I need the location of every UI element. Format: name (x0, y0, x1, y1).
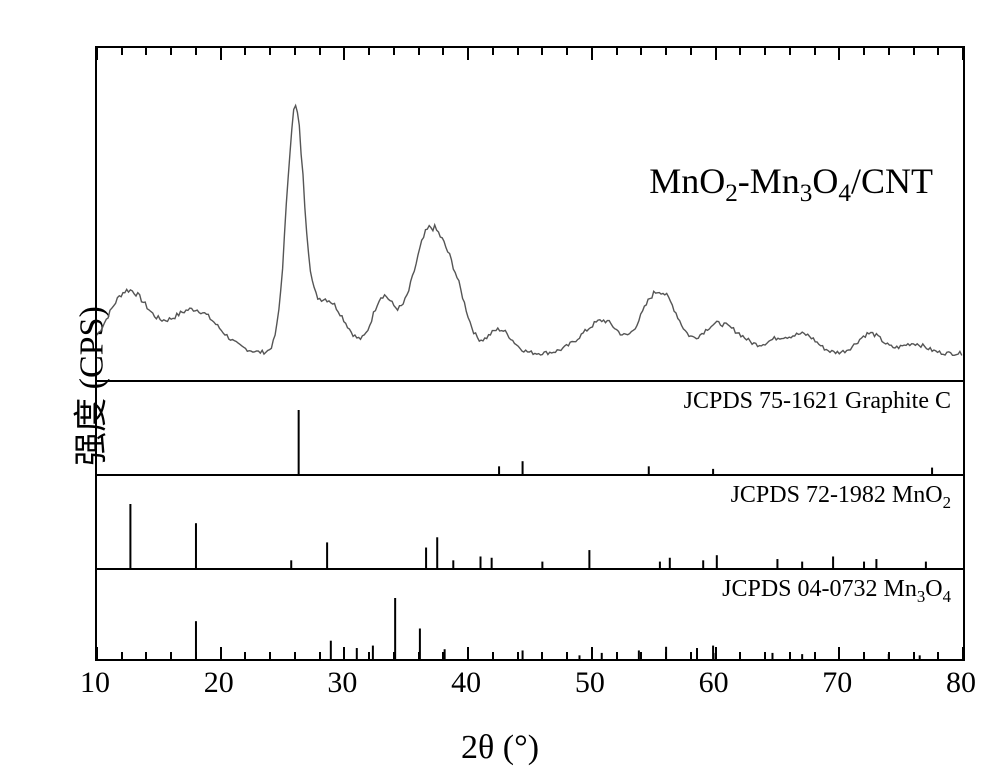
x-tick-label: 80 (946, 666, 976, 700)
x-tick-label: 50 (575, 666, 605, 700)
x-tick-label: 60 (699, 666, 729, 700)
x-tick-label: 10 (80, 666, 110, 700)
x-tick-labels: 1020304050607080 (95, 46, 965, 661)
x-axis-label: 2θ (°) (461, 729, 539, 767)
x-tick-label: 40 (451, 666, 481, 700)
figure: 强度 (CPS) 2θ (°) MnO2-Mn3O4/CNT JCPDS 75-… (0, 0, 1000, 771)
x-tick-label: 20 (204, 666, 234, 700)
x-tick-label: 70 (822, 666, 852, 700)
x-tick-label: 30 (327, 666, 357, 700)
